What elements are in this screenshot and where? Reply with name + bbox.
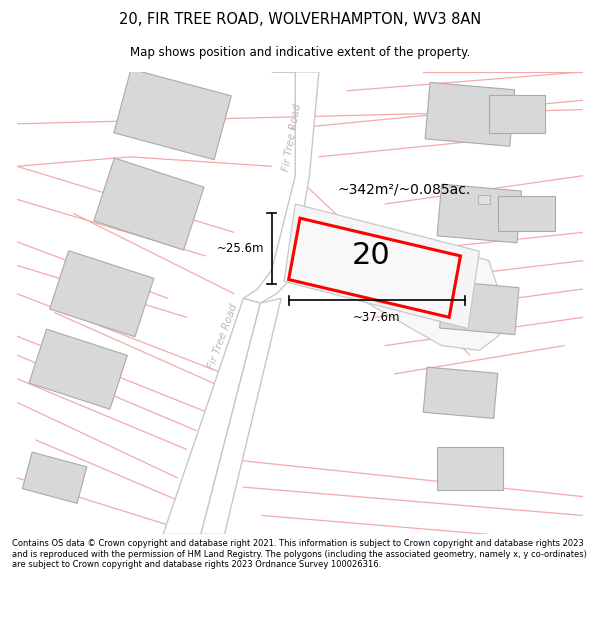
Polygon shape	[478, 194, 490, 204]
Text: ~342m²/~0.085ac.: ~342m²/~0.085ac.	[337, 183, 470, 197]
Polygon shape	[29, 329, 127, 409]
Polygon shape	[50, 251, 154, 337]
Text: Map shows position and indicative extent of the property.: Map shows position and indicative extent…	[130, 46, 470, 59]
Polygon shape	[423, 367, 497, 419]
Polygon shape	[201, 298, 281, 534]
Polygon shape	[440, 281, 519, 334]
Polygon shape	[425, 82, 515, 146]
Polygon shape	[498, 196, 555, 231]
Polygon shape	[244, 72, 319, 303]
Text: ~37.6m: ~37.6m	[353, 311, 401, 324]
Polygon shape	[437, 447, 503, 489]
Polygon shape	[489, 96, 545, 133]
Polygon shape	[284, 204, 479, 329]
Polygon shape	[281, 204, 508, 351]
Polygon shape	[437, 184, 521, 242]
Polygon shape	[114, 69, 231, 160]
Polygon shape	[94, 158, 204, 250]
Text: 20, FIR TREE ROAD, WOLVERHAMPTON, WV3 8AN: 20, FIR TREE ROAD, WOLVERHAMPTON, WV3 8A…	[119, 12, 481, 27]
Text: 20: 20	[352, 241, 390, 271]
Text: Fir Tree Road: Fir Tree Road	[206, 302, 239, 370]
Polygon shape	[163, 298, 260, 534]
Text: Contains OS data © Crown copyright and database right 2021. This information is : Contains OS data © Crown copyright and d…	[12, 539, 587, 569]
Text: ~25.6m: ~25.6m	[217, 242, 264, 256]
Text: Fir Tree Road: Fir Tree Road	[281, 103, 304, 172]
Polygon shape	[22, 452, 87, 503]
Polygon shape	[289, 218, 460, 318]
